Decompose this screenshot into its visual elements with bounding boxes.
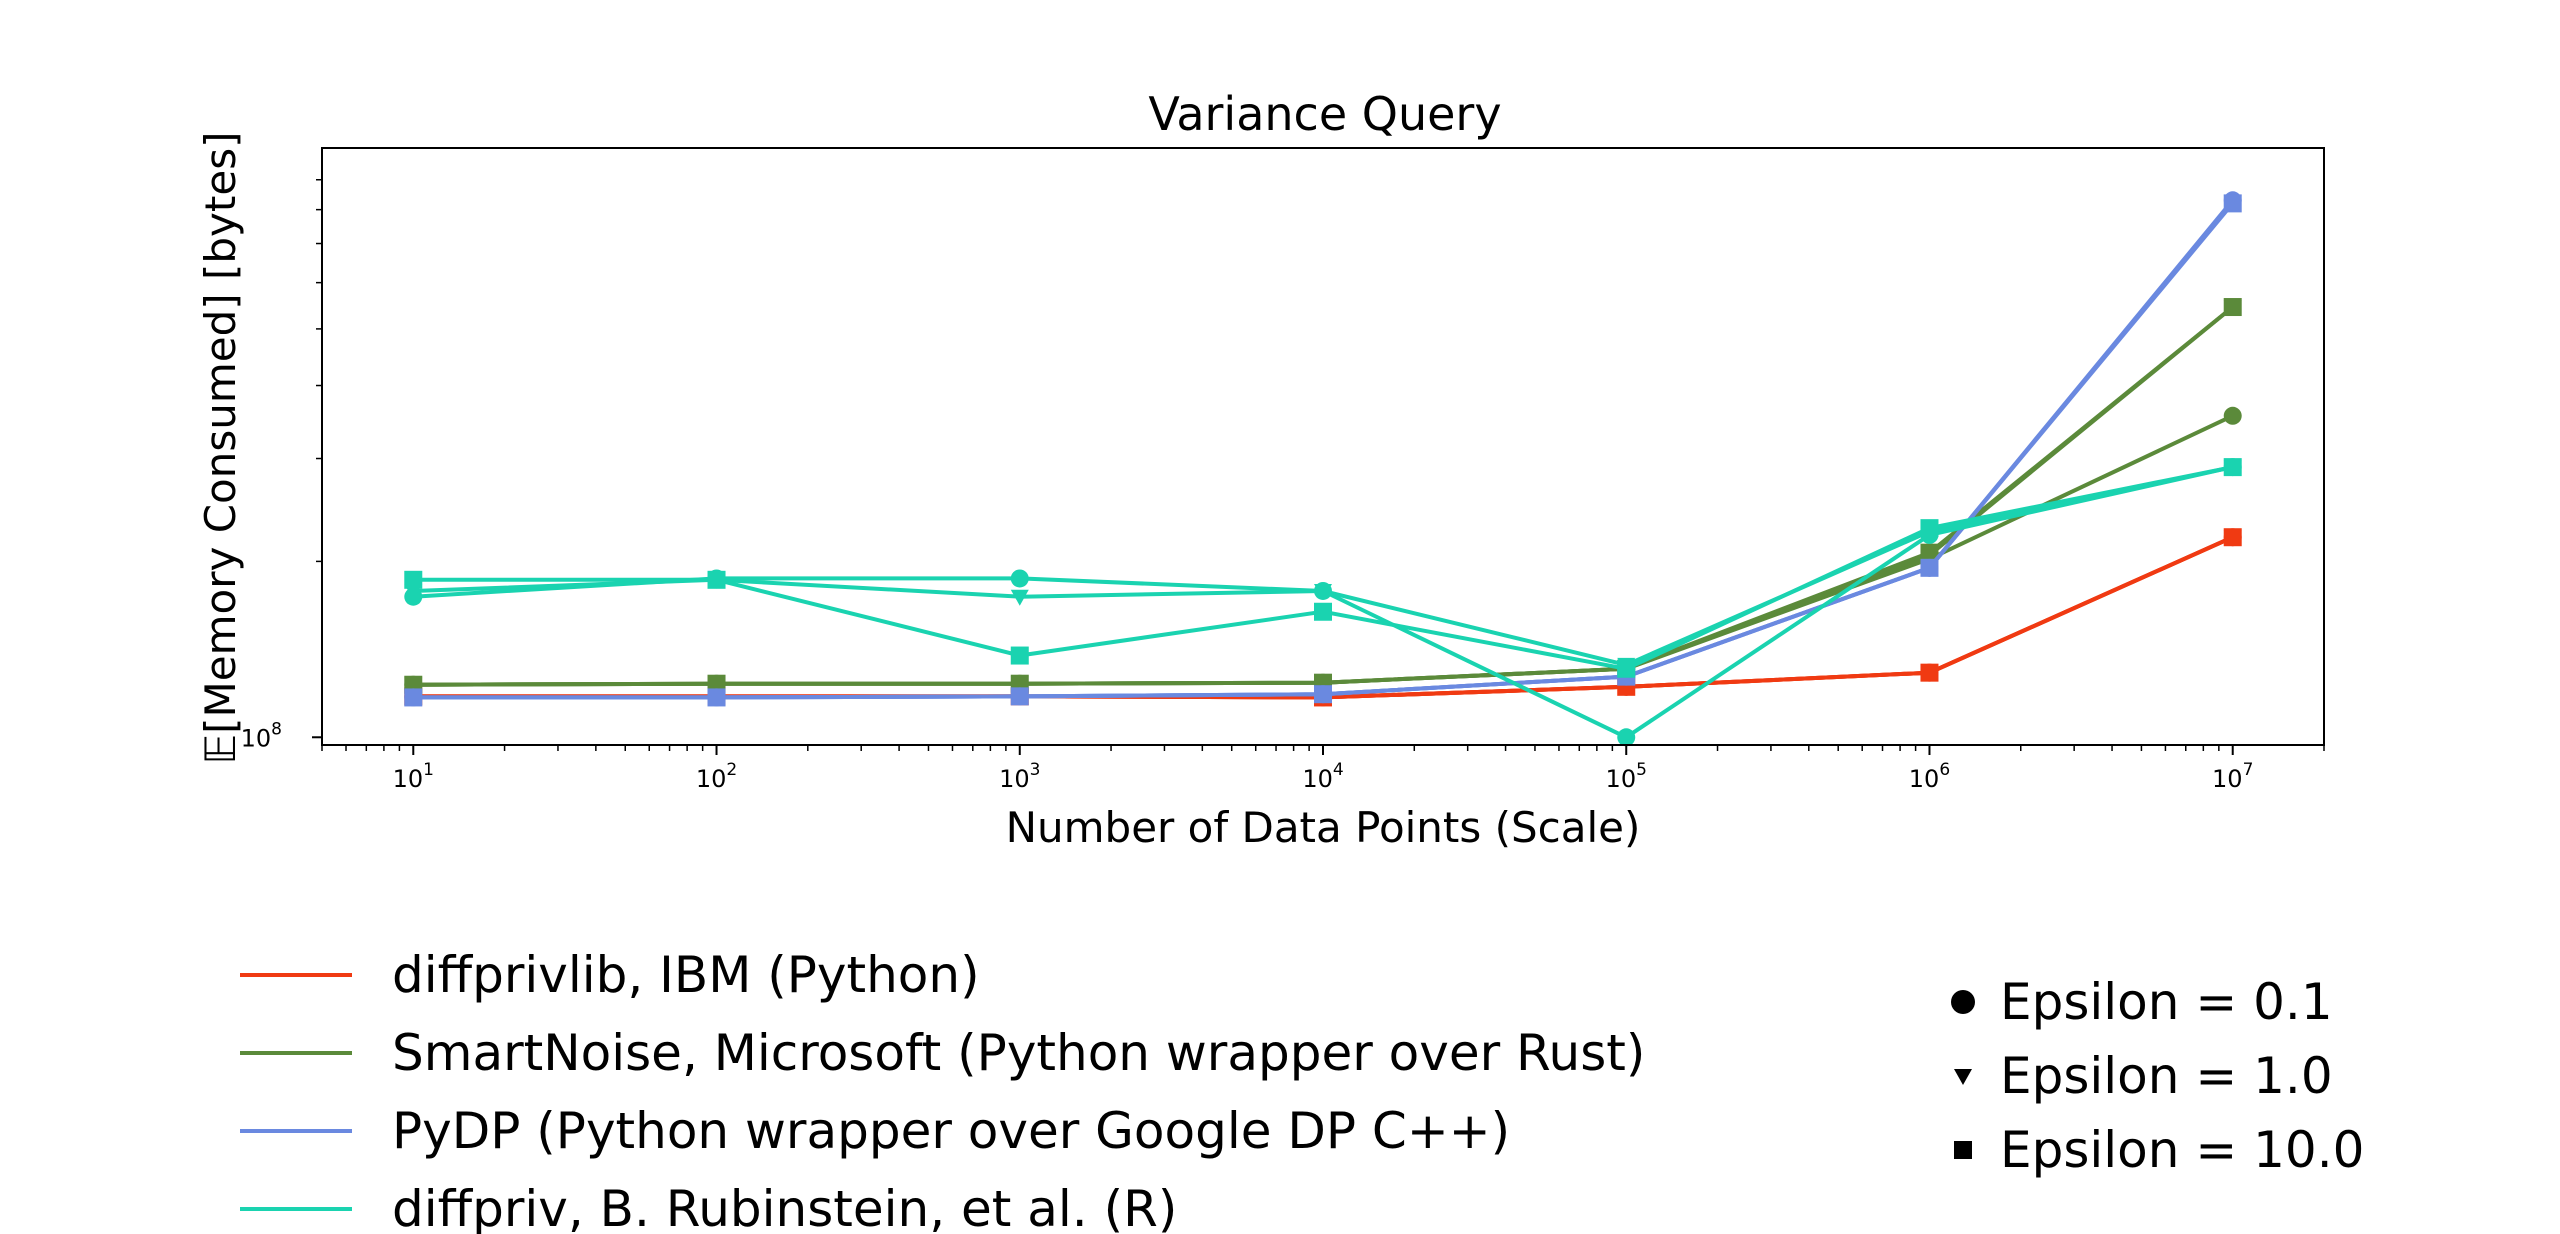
x-tick-label: 101 — [393, 760, 434, 793]
x-tick-label: 107 — [2212, 760, 2253, 793]
series-line — [413, 199, 2235, 700]
legend-epsilon-label: Epsilon = 10.0 — [2000, 1121, 2364, 1179]
series-line — [413, 305, 2234, 687]
x-tick-label: 102 — [696, 760, 737, 793]
data-point — [1920, 543, 1939, 562]
series-line — [413, 413, 2234, 687]
data-point — [1617, 659, 1636, 678]
data-point — [707, 688, 726, 707]
data-point — [404, 570, 423, 589]
series-line — [413, 465, 2234, 667]
y-tick-label: 108 — [241, 719, 282, 752]
data-point — [404, 688, 423, 707]
legend-library-label: diffprivlib, IBM (Python) — [392, 946, 980, 1004]
legend-library-label: SmartNoise, Microsoft (Python wrapper ov… — [392, 1024, 1645, 1082]
data-point — [1314, 602, 1332, 621]
data-point — [1010, 589, 1029, 606]
data-point — [2223, 194, 2242, 213]
legend-marker-swatch — [1951, 990, 1975, 1014]
data-point — [1617, 728, 1636, 747]
legend-epsilon-label: Epsilon = 1.0 — [2000, 1047, 2333, 1105]
legend-library-label: PyDP (Python wrapper over Google DP C++) — [392, 1102, 1510, 1160]
data-point — [1920, 519, 1939, 538]
x-tick-label: 105 — [1606, 760, 1647, 793]
legend-marker-swatch — [1954, 1141, 1972, 1159]
legend-marker-swatch — [1954, 1069, 1972, 1085]
x-tick-label: 106 — [1909, 760, 1950, 793]
data-point — [1010, 687, 1029, 706]
data-point — [2223, 528, 2242, 547]
plot-frame — [321, 147, 2325, 746]
series-line — [413, 200, 2235, 700]
legend-epsilon-label: Epsilon = 0.1 — [2000, 973, 2333, 1031]
chart-title: Variance Query — [1148, 87, 1501, 141]
data-point — [2223, 298, 2242, 317]
series-line — [413, 305, 2234, 687]
x-tick-label: 103 — [999, 760, 1040, 793]
data-point — [2223, 458, 2242, 477]
data-point — [1010, 569, 1029, 588]
data-point — [1010, 646, 1029, 665]
plot-area — [404, 191, 2242, 747]
data-point — [1314, 685, 1332, 704]
data-point — [707, 570, 726, 589]
legend-libraries: diffprivlib, IBM (Python) SmartNoise, Mic… — [240, 946, 1645, 1234]
y-axis-label: 𝔼[Memory Consumed] [bytes] — [196, 132, 245, 765]
data-point — [2223, 406, 2242, 425]
data-point — [1920, 558, 1939, 577]
x-tick-label: 104 — [1302, 760, 1343, 793]
data-point — [707, 674, 726, 693]
series-line — [413, 202, 2235, 700]
legend-epsilon: Epsilon = 0.1 Epsilon = 1.0 Epsilon = 10.0 — [1951, 973, 2364, 1179]
x-axis-label: Number of Data Points (Scale) — [1006, 803, 1641, 852]
legend-library-label: diffpriv, B. Rubinstein, et al. (R) — [392, 1180, 1177, 1234]
data-point — [1920, 663, 1939, 682]
series-line — [413, 465, 2234, 671]
data-point — [1314, 583, 1332, 600]
